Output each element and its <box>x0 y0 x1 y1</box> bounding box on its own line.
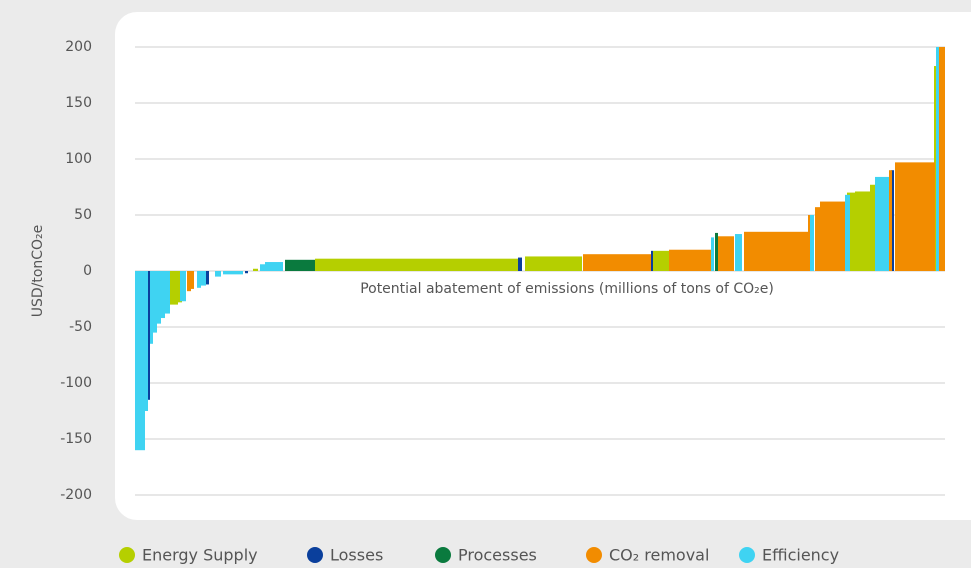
bar <box>205 271 209 285</box>
y-tick-label: -100 <box>60 375 92 391</box>
y-tick-label: 100 <box>65 151 92 167</box>
bar <box>150 271 153 344</box>
bar <box>810 215 814 271</box>
bar <box>157 271 161 324</box>
bar <box>135 271 145 451</box>
bar <box>215 271 221 277</box>
bar <box>315 258 518 271</box>
bar <box>170 271 178 305</box>
y-tick-label: -200 <box>60 487 92 503</box>
bar <box>525 256 582 271</box>
legend-swatch <box>307 547 323 563</box>
bar <box>651 250 653 271</box>
legend-swatch <box>435 547 451 563</box>
y-tick-label: 0 <box>83 263 92 279</box>
bar <box>253 268 258 271</box>
y-axis-label: USD/tonCO₂e <box>30 225 46 318</box>
bar <box>653 250 669 271</box>
y-tick-label: 50 <box>74 207 92 223</box>
legend-label: Processes <box>458 546 537 565</box>
bar <box>718 236 734 271</box>
bar <box>191 271 194 289</box>
legend-label: Energy Supply <box>142 546 258 565</box>
bar <box>715 232 718 271</box>
bar <box>245 271 248 274</box>
bar <box>875 176 889 271</box>
bar <box>937 47 945 271</box>
y-tick-label: -50 <box>69 319 92 335</box>
bar <box>744 231 809 271</box>
bar <box>820 201 848 271</box>
y-tick-label: 150 <box>65 95 92 111</box>
bar <box>161 271 165 319</box>
bar <box>201 271 206 286</box>
bar <box>265 262 283 271</box>
bar <box>285 259 315 271</box>
bar <box>891 170 894 271</box>
bar <box>808 215 811 271</box>
bar <box>669 249 711 271</box>
bar <box>895 162 935 271</box>
bar <box>889 170 892 271</box>
bar <box>180 271 186 302</box>
legend-label: Losses <box>330 546 383 565</box>
bar <box>847 192 855 271</box>
legend-swatch <box>739 547 755 563</box>
bar <box>153 271 157 333</box>
bar <box>583 254 651 271</box>
y-tick-label: -150 <box>60 431 92 447</box>
bar <box>845 194 850 271</box>
bar <box>148 271 150 400</box>
bar <box>518 257 522 271</box>
bar <box>735 234 742 271</box>
bar <box>711 237 714 271</box>
bar <box>260 264 265 271</box>
legend-swatch <box>586 547 602 563</box>
bar <box>197 271 201 288</box>
bar <box>165 271 170 314</box>
x-axis-label: Potential abatement of emissions (millio… <box>360 281 774 297</box>
bar <box>223 271 243 275</box>
bar <box>187 271 191 292</box>
legend-label: CO₂ removal <box>609 546 709 565</box>
bar <box>870 184 875 271</box>
bar <box>145 271 148 411</box>
legend-swatch <box>119 547 135 563</box>
bar <box>815 207 820 271</box>
y-tick-label: 200 <box>65 39 92 55</box>
bar <box>855 191 870 271</box>
legend-label: Efficiency <box>762 546 839 565</box>
bar <box>936 47 939 271</box>
